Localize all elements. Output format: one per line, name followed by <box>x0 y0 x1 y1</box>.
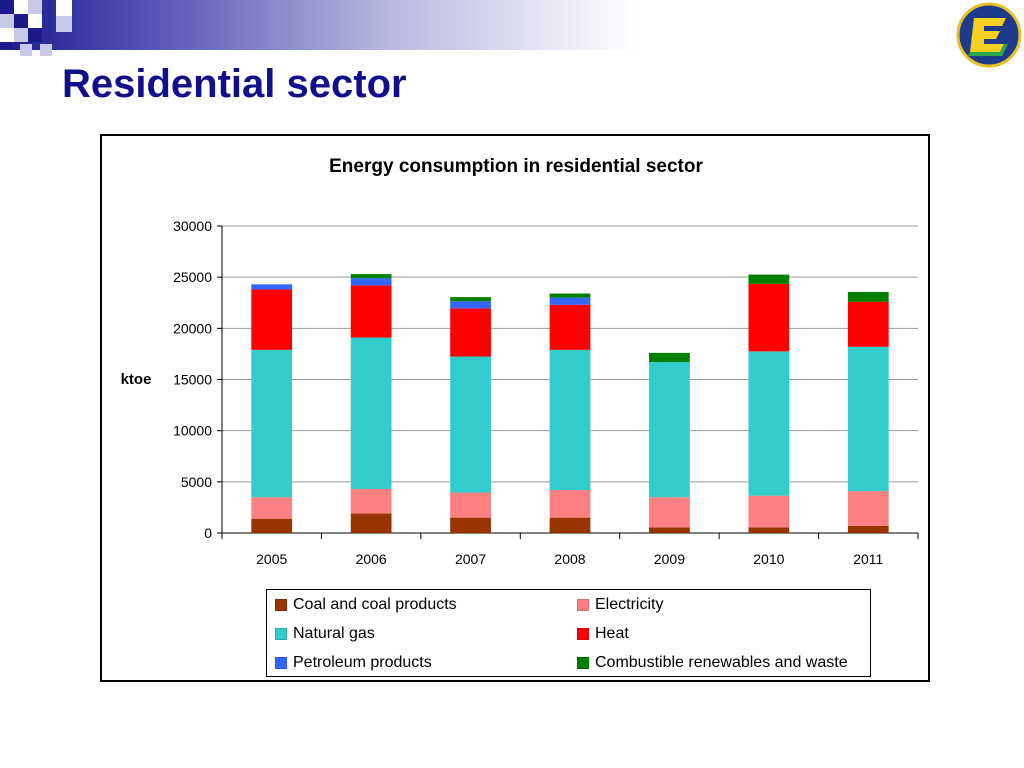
decorative-square <box>14 14 28 28</box>
chart-legend: Coal and coal products Electricity Natural… <box>266 589 871 677</box>
legend-item: Combustible renewables and waste <box>577 653 848 673</box>
legend-label: Petroleum products <box>293 654 432 671</box>
legend-swatch <box>275 657 287 669</box>
legend-item: Petroleum products <box>275 653 432 673</box>
legend-swatch <box>577 657 589 669</box>
legend-label: Coal and coal products <box>293 596 457 613</box>
decorative-square <box>28 28 42 42</box>
legend-item: Heat <box>577 624 629 644</box>
legend-item: Natural gas <box>275 624 375 644</box>
decorative-square <box>56 0 72 16</box>
slide-title: Residential sector <box>62 62 407 106</box>
legend-item: Electricity <box>577 595 663 615</box>
legend-label: Natural gas <box>293 625 375 642</box>
decorative-square <box>28 14 42 28</box>
legend-item: Coal and coal products <box>275 595 457 615</box>
decorative-square <box>56 16 72 32</box>
legend-label: Electricity <box>595 596 664 613</box>
decorative-square <box>28 0 42 14</box>
legend-label: Combustible renewables and waste <box>595 654 848 671</box>
legend-swatch <box>275 599 287 611</box>
decorative-square <box>40 44 52 56</box>
legend-swatch <box>577 628 589 640</box>
decorative-square <box>14 0 28 14</box>
decorative-square <box>0 28 14 42</box>
decorative-square <box>0 0 14 14</box>
decorative-square <box>0 14 14 28</box>
decorative-square <box>20 44 32 56</box>
decorative-square <box>14 28 28 42</box>
energy-e-logo-icon <box>956 2 1022 68</box>
header-banner <box>0 0 1024 50</box>
legend-swatch <box>577 599 589 611</box>
legend-swatch <box>275 628 287 640</box>
legend-label: Heat <box>595 625 629 642</box>
